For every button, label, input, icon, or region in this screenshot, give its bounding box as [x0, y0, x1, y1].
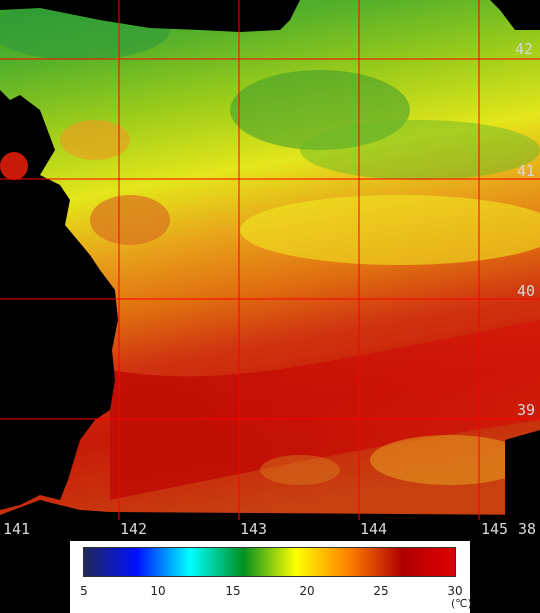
- land-southeast: [505, 430, 540, 515]
- longitude-label-144: 144: [360, 520, 388, 538]
- temperature-legend: 5 10 15 20 25 30 (℃): [70, 541, 472, 613]
- color-scale-bar: [83, 547, 456, 577]
- legend-tick: 20: [299, 584, 315, 598]
- mid-temperature-patch: [240, 195, 540, 265]
- legend-tick: 15: [225, 584, 241, 598]
- land-south-coast: [0, 500, 540, 540]
- mid-temperature-patch: [90, 195, 170, 245]
- longitude-label-143: 143: [240, 520, 268, 538]
- longitude-label-141: 141: [3, 520, 31, 538]
- warm-patch: [370, 435, 530, 485]
- warm-current-band: [110, 320, 540, 500]
- longitude-label-142: 142: [120, 520, 148, 538]
- land-northeast: [490, 0, 540, 30]
- latitude-label-42: 42: [515, 40, 534, 58]
- legend-unit: (℃): [451, 597, 472, 610]
- latitude-label-39: 39: [517, 401, 536, 419]
- sea-surface-temperature-map: [0, 0, 540, 540]
- graticule: [0, 0, 540, 520]
- legend-tick: 25: [373, 584, 389, 598]
- latitude-label-41: 41: [517, 162, 536, 180]
- warm-patch: [260, 455, 340, 485]
- legend-tick: 10: [150, 584, 166, 598]
- legend-tick: 30: [447, 584, 463, 598]
- latitude-label-38: 38: [518, 520, 537, 538]
- longitude-label-145: 145: [481, 520, 509, 538]
- land-north-coast: [0, 0, 300, 32]
- latitude-label-40: 40: [517, 282, 536, 300]
- legend-tick: 5: [80, 584, 88, 598]
- land-honshu: [0, 90, 118, 510]
- cool-water-patch: [300, 120, 540, 180]
- mid-temperature-patch: [60, 120, 130, 160]
- land-peninsula: [0, 152, 28, 180]
